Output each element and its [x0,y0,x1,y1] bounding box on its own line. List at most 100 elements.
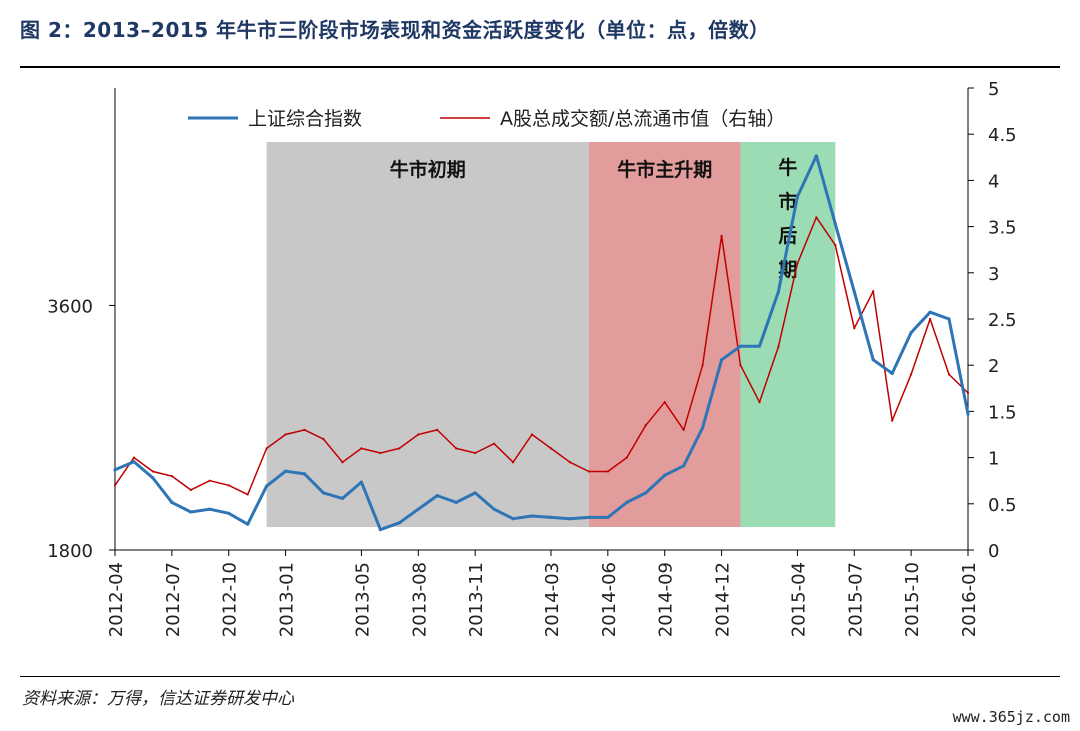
data-point-index [928,310,932,314]
data-point-index [701,426,705,430]
data-point-index [359,480,364,484]
data-point-turnover [246,493,249,496]
bottom-divider [20,676,1060,677]
data-point-turnover [739,364,742,367]
data-point-index [776,290,781,294]
data-point-index [227,511,231,515]
data-point-turnover [663,401,666,404]
x-tick-label: 2013-05 [352,562,373,637]
phase-label-3-char: 牛 [778,156,797,179]
data-point-index [966,412,970,416]
legend-label-index: 上证综合指数 [248,108,362,130]
left-tick-label: 3600 [47,296,93,317]
x-tick-label: 2014-09 [656,562,677,637]
data-point-index [530,514,534,518]
data-point-index [321,491,326,495]
x-tick-label: 2015-10 [902,562,923,637]
data-point-turnover [644,424,647,427]
x-tick-label: 2013-08 [409,562,430,637]
data-point-index [416,507,420,511]
left-tick-label: 1800 [47,541,93,562]
phase-label-1: 牛市初期 [390,158,466,181]
right-tick-label: 4.5 [988,125,1017,146]
data-point-index [587,515,591,519]
top-divider [20,66,1060,68]
series-layer [113,154,970,532]
data-point-index [435,494,439,498]
data-point-index [511,517,515,521]
data-point-turnover [966,391,970,395]
right-tick-label: 5 [988,79,999,100]
data-point-turnover [796,262,799,265]
x-tick-label: 2014-06 [599,562,620,637]
data-point-turnover [455,447,458,450]
data-point-turnover [113,484,117,487]
data-point-turnover [853,327,856,330]
data-point-turnover [417,433,420,436]
right-tick-label: 3.5 [988,218,1017,239]
right-tick-label: 2 [988,356,999,377]
data-point-turnover [872,290,875,293]
data-point-index [454,500,458,505]
x-tick-label: 2013-01 [277,562,298,637]
data-point-index [795,195,800,199]
right-tick-label: 0 [988,541,999,562]
data-point-turnover [587,470,590,473]
x-tick-label: 2014-12 [713,562,734,637]
data-point-turnover [132,456,136,459]
x-tick-label: 2015-07 [845,562,866,637]
data-point-turnover [758,401,761,404]
x-tick-label: 2012-10 [220,562,241,637]
data-point-index [625,500,629,505]
data-point-index [378,528,382,532]
data-point-turnover [170,474,173,478]
data-point-index [189,510,193,514]
data-point-turnover [284,433,287,436]
x-tick-label: 2012-07 [163,562,184,637]
data-point-index [890,371,894,375]
x-tick-label: 2015-04 [788,562,809,637]
data-point-turnover [208,479,211,482]
legend: 上证综合指数 A股总成交额/总流通市值（右轴） [188,108,785,130]
data-point-turnover [834,243,837,247]
axes-layer: 1800 3600 0 0.5 1 1.5 2 2.5 3 3.5 4 4.5 5 2012-04 2012… [47,79,1016,637]
right-tick-label: 4 [988,171,999,192]
data-point-index [246,522,250,526]
data-point-turnover [682,428,685,431]
data-point-index [568,517,572,521]
data-point-turnover [151,470,155,473]
data-point-index [170,500,174,505]
phase-region-3 [740,142,836,527]
data-point-index [151,476,155,480]
data-point-turnover [947,373,951,376]
x-tick-label: 2013-11 [466,562,487,637]
data-point-index [682,464,686,468]
data-point-index [397,521,401,525]
right-tick-label: 1.5 [988,402,1017,423]
data-point-index [814,154,818,158]
data-point-turnover [227,484,230,487]
data-point-index [738,344,743,348]
phase-label-3-char: 后 [778,225,797,247]
data-point-index [833,222,837,226]
data-point-index [909,330,913,335]
data-point-turnover [777,345,780,348]
phase-region-2 [588,142,741,527]
right-tick-label: 2.5 [988,310,1017,331]
series-line-turnover [114,216,969,496]
data-point-index [549,515,553,519]
data-point-index [302,472,307,476]
x-tick-label: 2014-03 [542,562,563,637]
data-point-turnover [606,470,609,473]
data-point-turnover [928,317,932,321]
right-tick-label: 0.5 [988,495,1017,516]
data-point-index [871,358,875,362]
data-point-turnover [511,461,515,464]
data-point-turnover [436,428,439,431]
data-point-index [284,469,288,473]
chart-title: 图 2：2013–2015 年牛市三阶段市场表现和资金活跃度变化（单位：点，倍数… [20,18,770,42]
data-point-index [340,496,345,500]
data-point-index [208,507,212,511]
watermark: www.365jz.com [952,708,1070,726]
